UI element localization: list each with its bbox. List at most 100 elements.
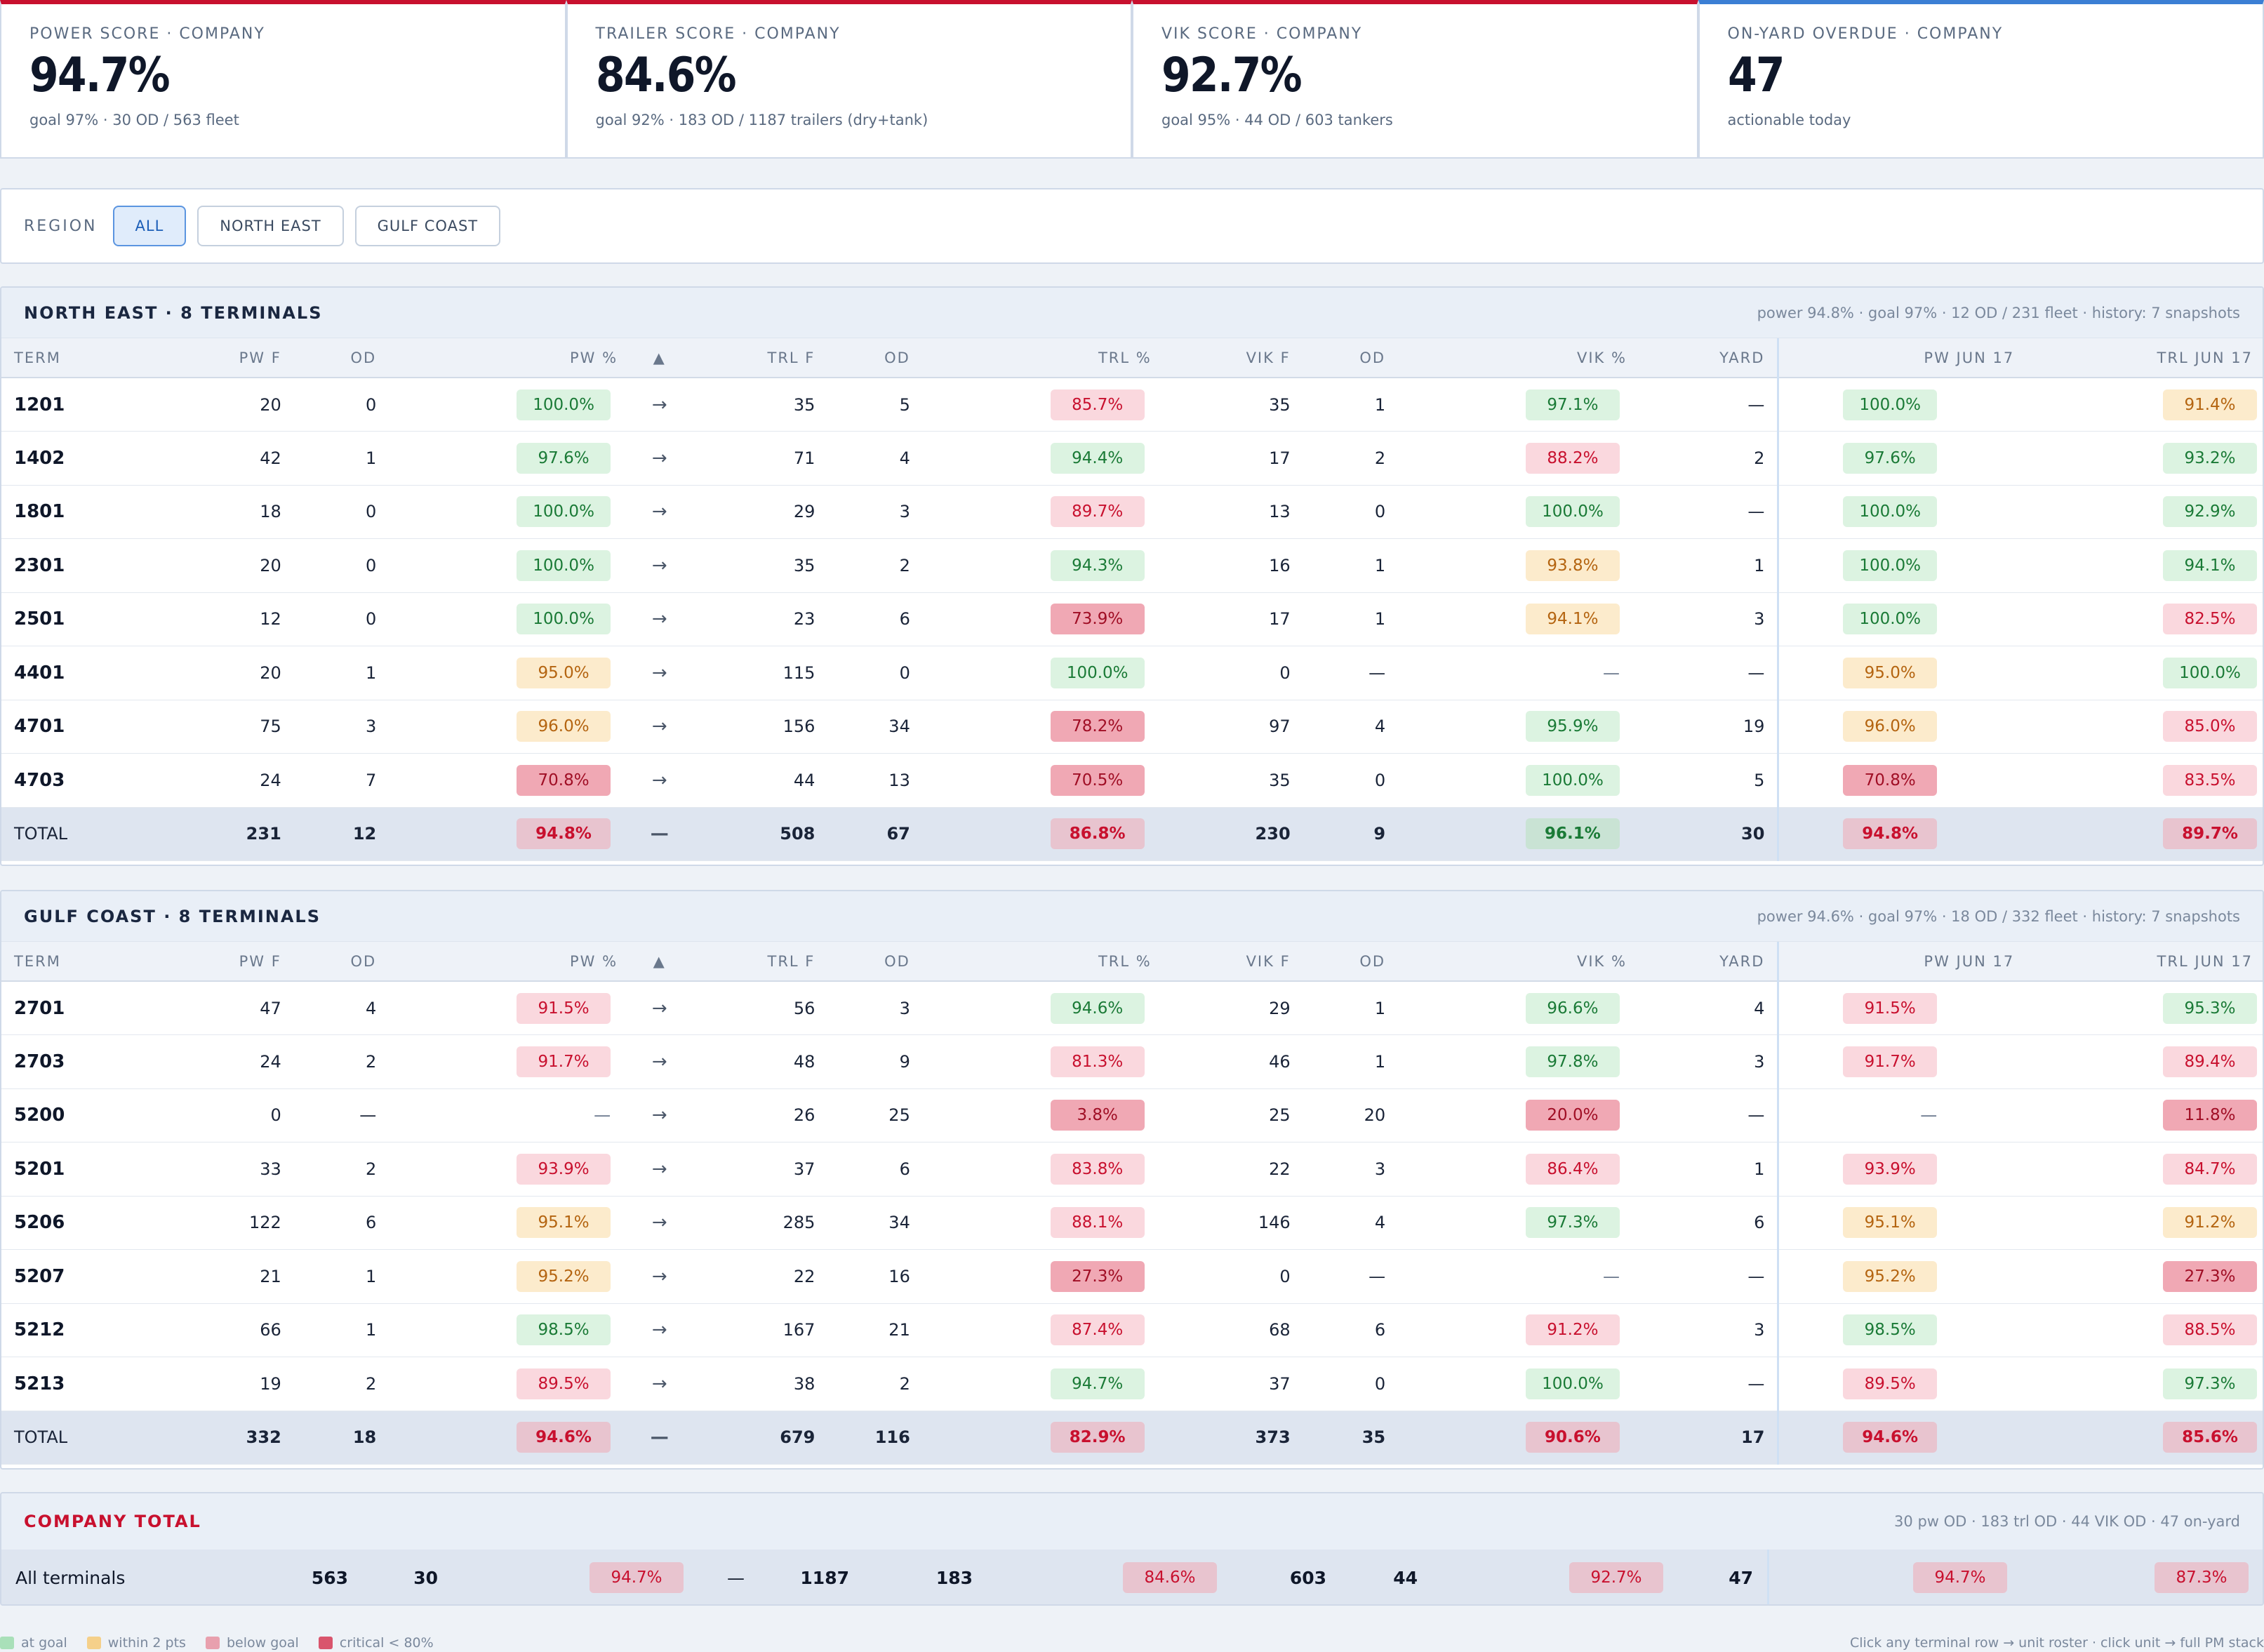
vik-pct: 100.0%	[1525, 764, 1620, 796]
cell-trl-od: 2	[827, 1357, 923, 1411]
company-total-term: All terminals	[15, 1567, 126, 1588]
table-row[interactable]: 4401 20 1 95.0% → 115 0 100.0% 0 — — — 95.0% 100.0%	[1, 646, 2263, 700]
pw-pct: 70.8%	[517, 764, 611, 796]
column-header-trl-od[interactable]: OD	[827, 338, 923, 378]
column-header-yard[interactable]: YARD	[1639, 338, 1778, 378]
trl-fleet: 23	[793, 609, 815, 630]
column-header-trend[interactable]: ▲	[630, 942, 689, 982]
company-total-meta: 30 pw OD · 183 trl OD · 44 VIK OD · 47 o…	[1894, 1513, 2240, 1530]
column-header-pw-fleet[interactable]: PW F	[154, 942, 294, 982]
region-filter-label: REGION	[24, 217, 98, 235]
cell-hist-pw: 91.7%	[1777, 1034, 2027, 1089]
cell-vik-od: 1	[1303, 592, 1399, 646]
cell-pw-od: 18	[293, 1411, 389, 1465]
column-header-trl-pct[interactable]: TRL %	[922, 338, 1164, 378]
column-header-trl-fleet[interactable]: TRL F	[688, 338, 828, 378]
trl-pct: 86.8%	[1050, 818, 1145, 850]
trend-arrow-icon: →	[651, 554, 667, 576]
pw-fleet: 75	[260, 717, 281, 737]
company-total-row[interactable]: All terminals 563 30 94.7% — 1187 183 84…	[1, 1550, 2263, 1604]
column-header-term[interactable]: TERM	[1, 338, 155, 378]
column-header-pw-od[interactable]: OD	[293, 338, 389, 378]
pw-fleet: 12	[260, 609, 281, 630]
vik-fleet: 17	[1269, 448, 1291, 468]
table-row[interactable]: 1801 18 0 100.0% → 29 3 89.7% 13 0 100.0% — 100.0% 92…	[1, 485, 2263, 539]
cell-vik-pct: 88.2%	[1398, 431, 1639, 486]
column-header-vik-fleet[interactable]: VIK F	[1164, 942, 1303, 982]
cell-yard: 1	[1639, 538, 1778, 593]
cell-hist-pw: 91.5%	[1777, 981, 2027, 1035]
cell-trend: →	[630, 1196, 689, 1250]
kpi-value: 47	[1727, 48, 1785, 103]
column-header-trl-od[interactable]: OD	[827, 942, 923, 982]
cell-vik-fleet: 0	[1164, 646, 1303, 700]
column-header-vik-fleet[interactable]: VIK F	[1164, 338, 1303, 378]
region-chip-north-east[interactable]: NORTH EAST	[197, 206, 344, 246]
table-row[interactable]: 2501 12 0 100.0% → 23 6 73.9% 17 1 94.1% 3 100.0% 82.…	[1, 592, 2263, 646]
cell-pw-fleet: 122	[154, 1196, 294, 1250]
column-header-trend[interactable]: ▲	[630, 338, 689, 378]
column-header-pw-pct[interactable]: PW %	[389, 338, 631, 378]
table-row[interactable]: 2703 24 2 91.7% → 48 9 81.3% 46 1 97.8% 3 91.7% 89.4%	[1, 1034, 2263, 1089]
column-header-yard[interactable]: YARD	[1639, 942, 1778, 982]
cell-pw-pct: 94.6%	[389, 1411, 631, 1465]
term: 4703	[14, 769, 65, 791]
company-total-vik-od: 44	[1393, 1567, 1418, 1588]
column-header-trl-pct[interactable]: TRL %	[922, 942, 1164, 982]
cell-yard: 4	[1639, 981, 1778, 1035]
table-row[interactable]: 2301 20 0 100.0% → 35 2 94.3% 16 1 93.8% 1 100.0% 94.…	[1, 538, 2263, 593]
kpi-sub: goal 97% · 30 OD / 563 fleet	[29, 112, 239, 128]
column-header-pw-fleet[interactable]: PW F	[154, 338, 294, 378]
trend-arrow-icon: →	[651, 1105, 667, 1126]
trl-pct: 94.4%	[1050, 442, 1145, 474]
column-header-vik-od[interactable]: OD	[1303, 942, 1399, 982]
column-header-hist-trl[interactable]: TRL JUN 17	[2027, 942, 2263, 982]
cell-hist-pw: 94.6%	[1777, 1411, 2027, 1465]
cell-term: 4701	[1, 700, 155, 754]
cell-vik-pct: 100.0%	[1398, 1357, 1639, 1411]
table-row[interactable]: 5207 21 1 95.2% → 22 16 27.3% 0 — — — 95.2% 27.3%	[1, 1249, 2263, 1304]
column-header-hist-trl[interactable]: TRL JUN 17	[2027, 338, 2263, 378]
cell-term: TOTAL	[1, 807, 155, 861]
table-row[interactable]: 1201 20 0 100.0% → 35 5 85.7% 35 1 97.1% — 100.0% 91.…	[1, 378, 2263, 432]
table-row[interactable]: 5206 122 6 95.1% → 285 34 88.1% 146 4 97.3% 6 95.1% 9…	[1, 1196, 2263, 1250]
trl-od: 21	[888, 1320, 910, 1340]
table-row[interactable]: 5200 0 — — → 26 25 3.8% 25 20 20.0% — — 11.8%	[1, 1088, 2263, 1143]
trl-pct: 85.7%	[1050, 389, 1145, 420]
pw-fleet: 19	[260, 1373, 281, 1394]
company-total-panel: COMPANY TOTAL 30 pw OD · 183 trl OD · 44…	[0, 1492, 2264, 1606]
column-header-vik-pct[interactable]: VIK %	[1398, 338, 1639, 378]
table-row[interactable]: 5212 66 1 98.5% → 167 21 87.4% 68 6 91.2% 3 98.5% 88.…	[1, 1303, 2263, 1357]
table-row[interactable]: 5213 19 2 89.5% → 38 2 94.7% 37 0 100.0% — 89.5% 97.3…	[1, 1357, 2263, 1411]
term: 1801	[14, 501, 65, 523]
table-row[interactable]: 2701 47 4 91.5% → 56 3 94.6% 29 1 96.6% 4 91.5% 95.3%	[1, 981, 2263, 1035]
column-header-pw-pct[interactable]: PW %	[389, 942, 631, 982]
table-row[interactable]: 1402 42 1 97.6% → 71 4 94.4% 17 2 88.2% 2 97.6% 93.2%	[1, 431, 2263, 486]
column-header-pw-od[interactable]: OD	[293, 942, 389, 982]
hist-pw: 91.7%	[1843, 1046, 1938, 1077]
table-row[interactable]: 4701 75 3 96.0% → 156 34 78.2% 97 4 95.9% 19 96.0% 85…	[1, 700, 2263, 754]
region-chip-gulf-coast[interactable]: GULF COAST	[354, 206, 501, 246]
cell-term: 5212	[1, 1303, 155, 1357]
region-chip-all[interactable]: ALL	[112, 206, 187, 246]
column-header-vik-pct[interactable]: VIK %	[1398, 942, 1639, 982]
column-header-vik-od[interactable]: OD	[1303, 338, 1399, 378]
cell-trend: →	[630, 592, 689, 646]
table-row[interactable]: 4703 24 7 70.8% → 44 13 70.5% 35 0 100.0% 5 70.8% 83.…	[1, 753, 2263, 808]
column-header-hist-pw[interactable]: PW JUN 17	[1777, 942, 2027, 982]
trend-arrow-icon: —	[650, 823, 669, 845]
vik-fleet: 29	[1269, 998, 1291, 1018]
trl-fleet: 71	[793, 448, 815, 468]
pw-od: 1	[365, 1320, 377, 1340]
column-header-hist-pw[interactable]: PW JUN 17	[1777, 338, 2027, 378]
pw-fleet: 42	[260, 448, 281, 468]
trl-pct: 81.3%	[1050, 1046, 1145, 1077]
cell-trl-od: 2	[827, 538, 923, 593]
hist-pw: 95.2%	[1843, 1260, 1938, 1292]
trl-pct: 78.2%	[1050, 711, 1145, 742]
column-header-term[interactable]: TERM	[1, 942, 155, 982]
vik-pct: 94.1%	[1525, 604, 1620, 635]
table-row[interactable]: 5201 33 2 93.9% → 37 6 83.8% 22 3 86.4% 1 93.9% 84.7%	[1, 1142, 2263, 1197]
column-header-trl-fleet[interactable]: TRL F	[688, 942, 828, 982]
cell-trl-pct: 87.4%	[922, 1303, 1164, 1357]
